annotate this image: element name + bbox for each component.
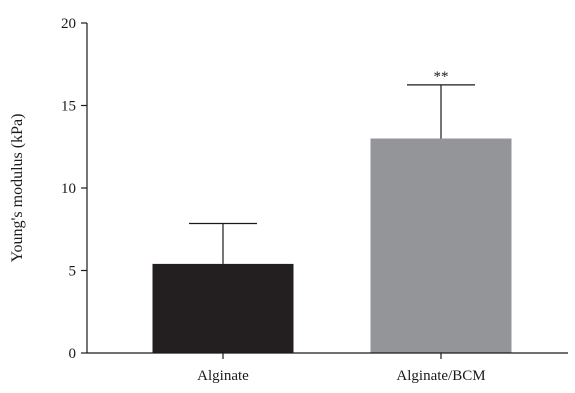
y-tick-label-20: 20 (61, 16, 76, 32)
plot-area: ** 0 5 10 15 20 Alginate Alginate/BCM (61, 16, 568, 384)
bar-1 (152, 263, 294, 353)
significance-label-2: ** (434, 69, 449, 85)
y-tick-label-10: 10 (61, 181, 76, 197)
y-axis-label: Young's modulus (kPa) (9, 114, 26, 263)
y-tick-label-5: 5 (69, 264, 77, 280)
category-label-2: Alginate/BCM (396, 368, 485, 384)
y-tick-label-0: 0 (69, 346, 77, 362)
bar-2 (370, 138, 512, 353)
y-tick-label-15: 15 (61, 99, 76, 115)
category-label-1: Alginate (197, 368, 249, 384)
